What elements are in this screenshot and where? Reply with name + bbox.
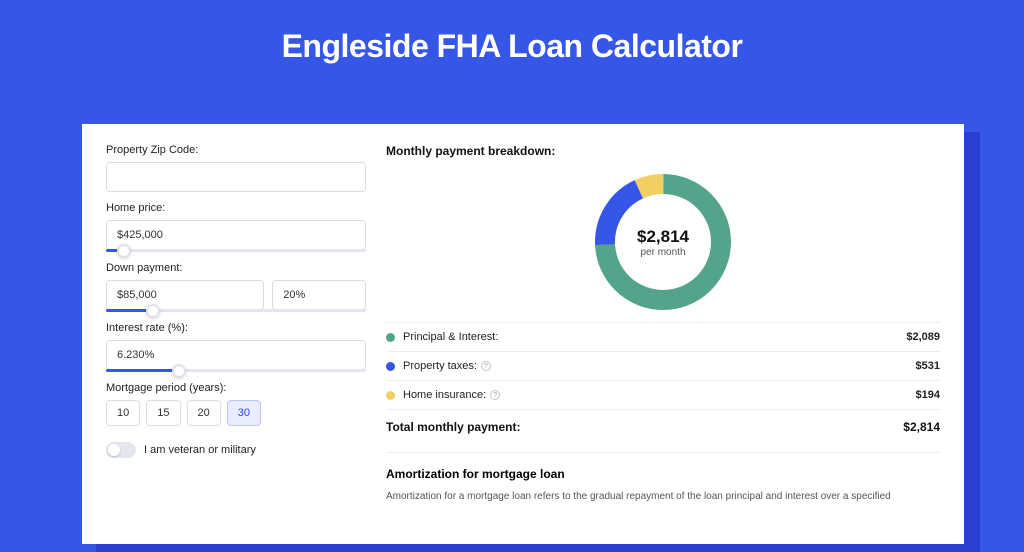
down-payment-slider[interactable]: [106, 309, 366, 312]
down-payment-percent-input[interactable]: [272, 280, 366, 310]
home-price-input[interactable]: [106, 220, 366, 250]
legend-bullet: [386, 362, 395, 371]
donut-sublabel: per month: [640, 247, 685, 258]
period-button-15[interactable]: 15: [146, 400, 180, 426]
donut-amount: $2,814: [637, 227, 689, 247]
slider-thumb[interactable]: [146, 304, 160, 318]
legend-row: Principal & Interest:$2,089: [386, 323, 940, 351]
breakdown-title: Monthly payment breakdown:: [386, 144, 940, 158]
interest-rate-input[interactable]: [106, 340, 366, 370]
page-title: Engleside FHA Loan Calculator: [0, 0, 1024, 83]
slider-thumb[interactable]: [117, 244, 131, 258]
legend-label: Property taxes:?: [403, 360, 916, 372]
legend-bullet: [386, 391, 395, 400]
calculator-card: Property Zip Code: Home price: Down paym…: [82, 124, 964, 544]
legend-value: $194: [916, 389, 940, 401]
total-label: Total monthly payment:: [386, 420, 520, 434]
donut-center: $2,814 per month: [595, 174, 731, 310]
legend-label: Home insurance:?: [403, 389, 916, 401]
legend-bullet: [386, 333, 395, 342]
veteran-label[interactable]: I am veteran or military: [144, 444, 256, 456]
form-column: Property Zip Code: Home price: Down paym…: [106, 144, 366, 524]
mortgage-period-group: 1015 2030: [106, 400, 366, 426]
veteran-toggle-row[interactable]: I am veteran or military: [106, 442, 366, 458]
legend-value: $531: [916, 360, 940, 372]
period-button-20[interactable]: 20: [187, 400, 221, 426]
zip-input[interactable]: [106, 162, 366, 192]
legend-row: Property taxes:?$531: [386, 352, 940, 380]
period-button-10[interactable]: 10: [106, 400, 140, 426]
slider-thumb[interactable]: [172, 364, 186, 378]
donut-chart: $2,814 per month: [386, 168, 940, 322]
veteran-toggle[interactable]: [106, 442, 136, 458]
interest-rate-label: Interest rate (%):: [106, 322, 366, 334]
zip-label: Property Zip Code:: [106, 144, 366, 156]
total-value: $2,814: [903, 420, 940, 434]
amortization-title: Amortization for mortgage loan: [386, 452, 940, 481]
amortization-text: Amortization for a mortgage loan refers …: [386, 489, 940, 504]
legend: Principal & Interest:$2,089Property taxe…: [386, 323, 940, 410]
legend-value: $2,089: [906, 331, 940, 343]
info-icon[interactable]: ?: [490, 390, 500, 400]
mortgage-period-label: Mortgage period (years):: [106, 382, 366, 394]
down-payment-amount-input[interactable]: [106, 280, 264, 310]
info-icon[interactable]: ?: [481, 361, 491, 371]
period-button-30[interactable]: 30: [227, 400, 261, 426]
breakdown-column: Monthly payment breakdown: $2,814 per mo…: [386, 144, 940, 524]
total-row: Total monthly payment: $2,814: [386, 410, 940, 444]
home-price-slider[interactable]: [106, 249, 366, 252]
legend-label: Principal & Interest:: [403, 331, 906, 343]
legend-row: Home insurance:?$194: [386, 381, 940, 409]
interest-rate-slider[interactable]: [106, 369, 366, 372]
home-price-label: Home price:: [106, 202, 366, 214]
down-payment-label: Down payment:: [106, 262, 366, 274]
